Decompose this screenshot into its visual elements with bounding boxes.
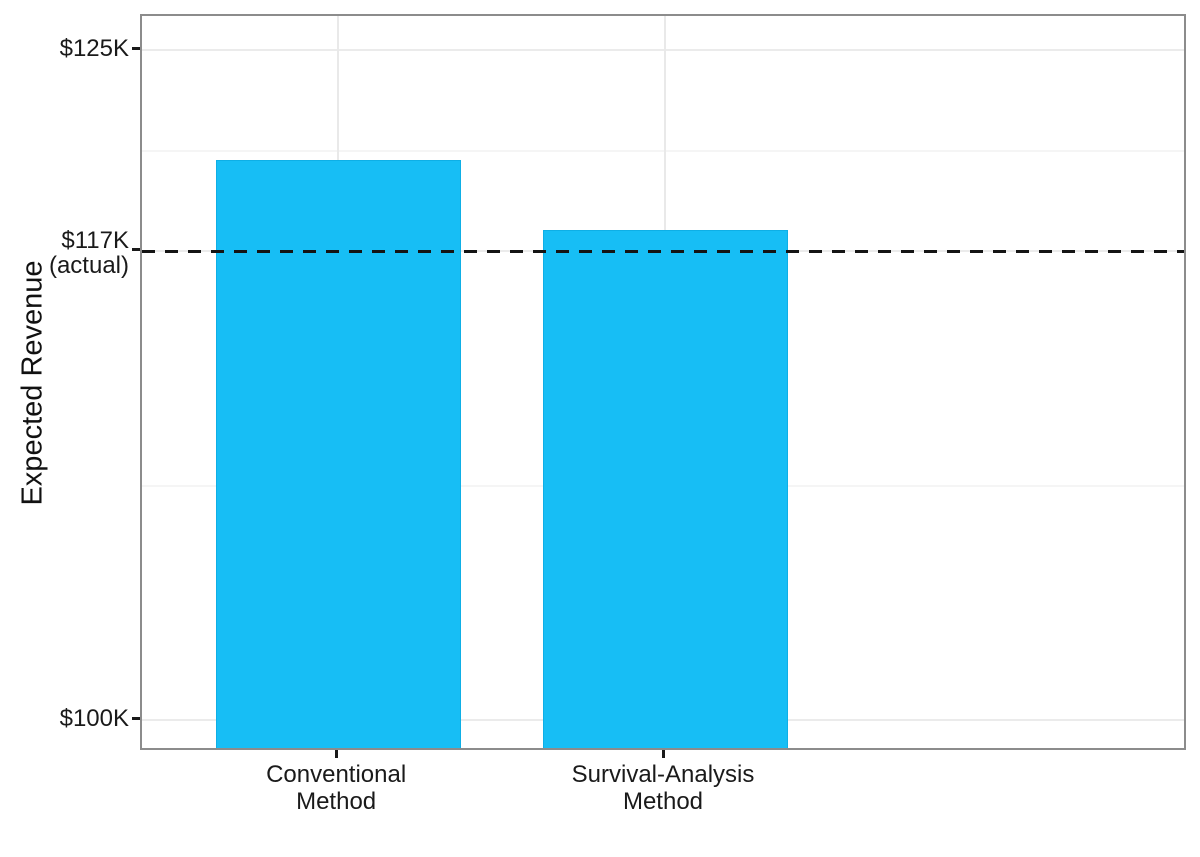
actual-revenue-reference-line [142,249,1184,253]
y-tick-label: $125K [59,34,129,62]
x-tick-mark [661,750,665,758]
y-tick-mark [132,247,140,251]
x-tick-label-survival-analysis-method: Survival-Analysis Method [571,761,755,815]
x-tick-label-conventional-method: Conventional Method [266,761,407,815]
plot-panel [140,14,1186,750]
major-gridline [142,49,1184,51]
bar-survival-analysis-method [543,229,788,748]
y-tick-mark [132,716,140,720]
y-tick-mark [132,46,140,50]
minor-gridline [142,150,1184,152]
x-tick-mark [334,750,338,758]
bar-conventional-method [216,159,461,748]
y-tick-label: $100K [59,704,129,732]
y-axis-title: Expected Revenue [16,260,49,506]
y-tick-label: $117K (actual) [48,227,129,279]
